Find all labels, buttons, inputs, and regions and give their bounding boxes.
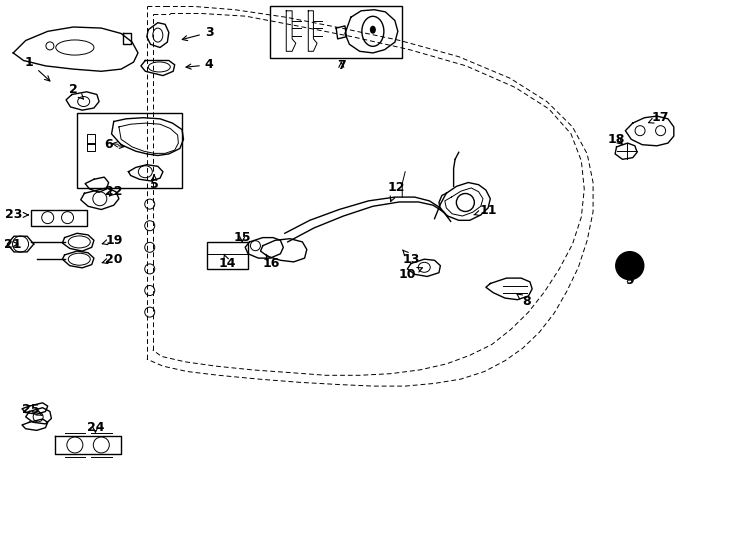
Text: 22: 22 xyxy=(105,185,123,198)
Text: 14: 14 xyxy=(219,254,236,270)
Text: 20: 20 xyxy=(102,253,123,266)
Text: 9: 9 xyxy=(625,274,634,287)
Bar xyxy=(270,6,402,58)
Text: 19: 19 xyxy=(102,234,123,247)
Text: 3: 3 xyxy=(182,26,214,40)
Text: 15: 15 xyxy=(233,231,251,244)
Text: 16: 16 xyxy=(263,254,280,270)
Bar xyxy=(31,210,87,226)
Text: 21: 21 xyxy=(4,238,22,251)
Bar xyxy=(87,143,95,151)
Text: 7: 7 xyxy=(337,59,346,72)
Text: 13: 13 xyxy=(402,250,420,266)
Text: 8: 8 xyxy=(517,294,531,308)
Text: 17: 17 xyxy=(648,111,669,124)
Text: 25: 25 xyxy=(22,403,43,416)
Text: 18: 18 xyxy=(608,133,625,146)
Bar xyxy=(207,242,248,269)
Text: 24: 24 xyxy=(87,421,104,434)
Text: 11: 11 xyxy=(474,204,497,217)
Text: 12: 12 xyxy=(388,181,405,201)
Text: 10: 10 xyxy=(399,267,422,281)
Text: 1: 1 xyxy=(25,56,50,81)
Text: 2: 2 xyxy=(69,83,84,99)
Bar xyxy=(87,134,95,144)
Bar xyxy=(77,113,182,188)
Text: 6: 6 xyxy=(104,138,125,151)
Ellipse shape xyxy=(370,26,376,33)
Text: 5: 5 xyxy=(150,175,159,191)
Text: 4: 4 xyxy=(186,58,214,71)
Text: 23: 23 xyxy=(4,208,28,221)
Circle shape xyxy=(616,252,644,280)
